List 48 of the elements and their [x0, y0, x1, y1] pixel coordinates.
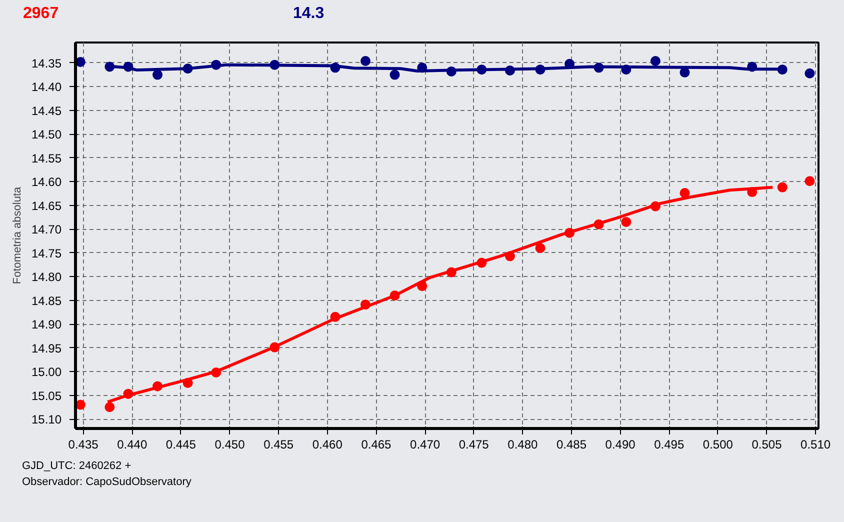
- point: [390, 70, 400, 80]
- point: [535, 243, 546, 254]
- x-tick-label: 0.490: [605, 438, 636, 452]
- x-tick-label: 0.455: [264, 438, 294, 452]
- y-tick-label: 14.60: [31, 175, 62, 190]
- y-tick-label: 15.00: [31, 365, 62, 380]
- y-tick-label: 14.80: [31, 270, 62, 284]
- text: 14.3: [293, 5, 324, 22]
- text: 2967: [23, 5, 59, 22]
- point: [104, 402, 115, 412]
- point: [804, 176, 815, 186]
- y-tick-label: 15.05: [31, 388, 62, 403]
- x-tick-label: 0.505: [752, 438, 782, 452]
- x-tick-label: 0.440: [117, 438, 148, 452]
- y-tick-label: 14.45: [31, 104, 62, 118]
- x-tick-label: 0.495: [654, 438, 684, 452]
- point: [804, 68, 815, 78]
- y-tick-label: 14.70: [31, 222, 62, 237]
- text: GJD_UTC: 2460262 +: [22, 460, 132, 472]
- y-tick-label: 14.85: [31, 294, 62, 308]
- x-tick-label: 0.470: [410, 438, 440, 452]
- y-tick-label: 14.55: [31, 151, 62, 166]
- x-tick-label: 0.445: [166, 438, 196, 452]
- point: [680, 188, 690, 198]
- x-tick-label: 0.435: [68, 438, 99, 452]
- y-tick-label: 15.10: [31, 412, 62, 427]
- point: [360, 56, 370, 66]
- point: [777, 182, 788, 192]
- text: Observador: CapoSudObservatory: [22, 476, 192, 488]
- x-tick-label: 0.465: [361, 438, 392, 452]
- y-tick-label: 14.50: [31, 128, 62, 142]
- x-tick-label: 0.450: [214, 438, 246, 452]
- point: [650, 56, 660, 66]
- y-axis-title: Fotometria absoluta: [11, 186, 24, 284]
- x-tick-label: 0.460: [312, 438, 343, 452]
- x-tick-label: 0.485: [556, 438, 587, 452]
- y-tick-label: 14.75: [31, 246, 62, 260]
- point: [621, 216, 632, 227]
- y-tick-label: 14.40: [31, 80, 62, 94]
- x-tick-label: 0.510: [800, 438, 831, 452]
- x-tick-label: 0.475: [458, 438, 490, 452]
- y-tick-label: 14.35: [31, 56, 62, 70]
- point: [152, 70, 163, 80]
- y-tick-label: 14.65: [31, 198, 62, 213]
- x-tick-label: 0.500: [702, 438, 734, 452]
- y-tick-label: 14.90: [31, 318, 62, 332]
- y-tick-label: 14.95: [31, 341, 62, 356]
- x-tick-label: 0.480: [508, 438, 538, 452]
